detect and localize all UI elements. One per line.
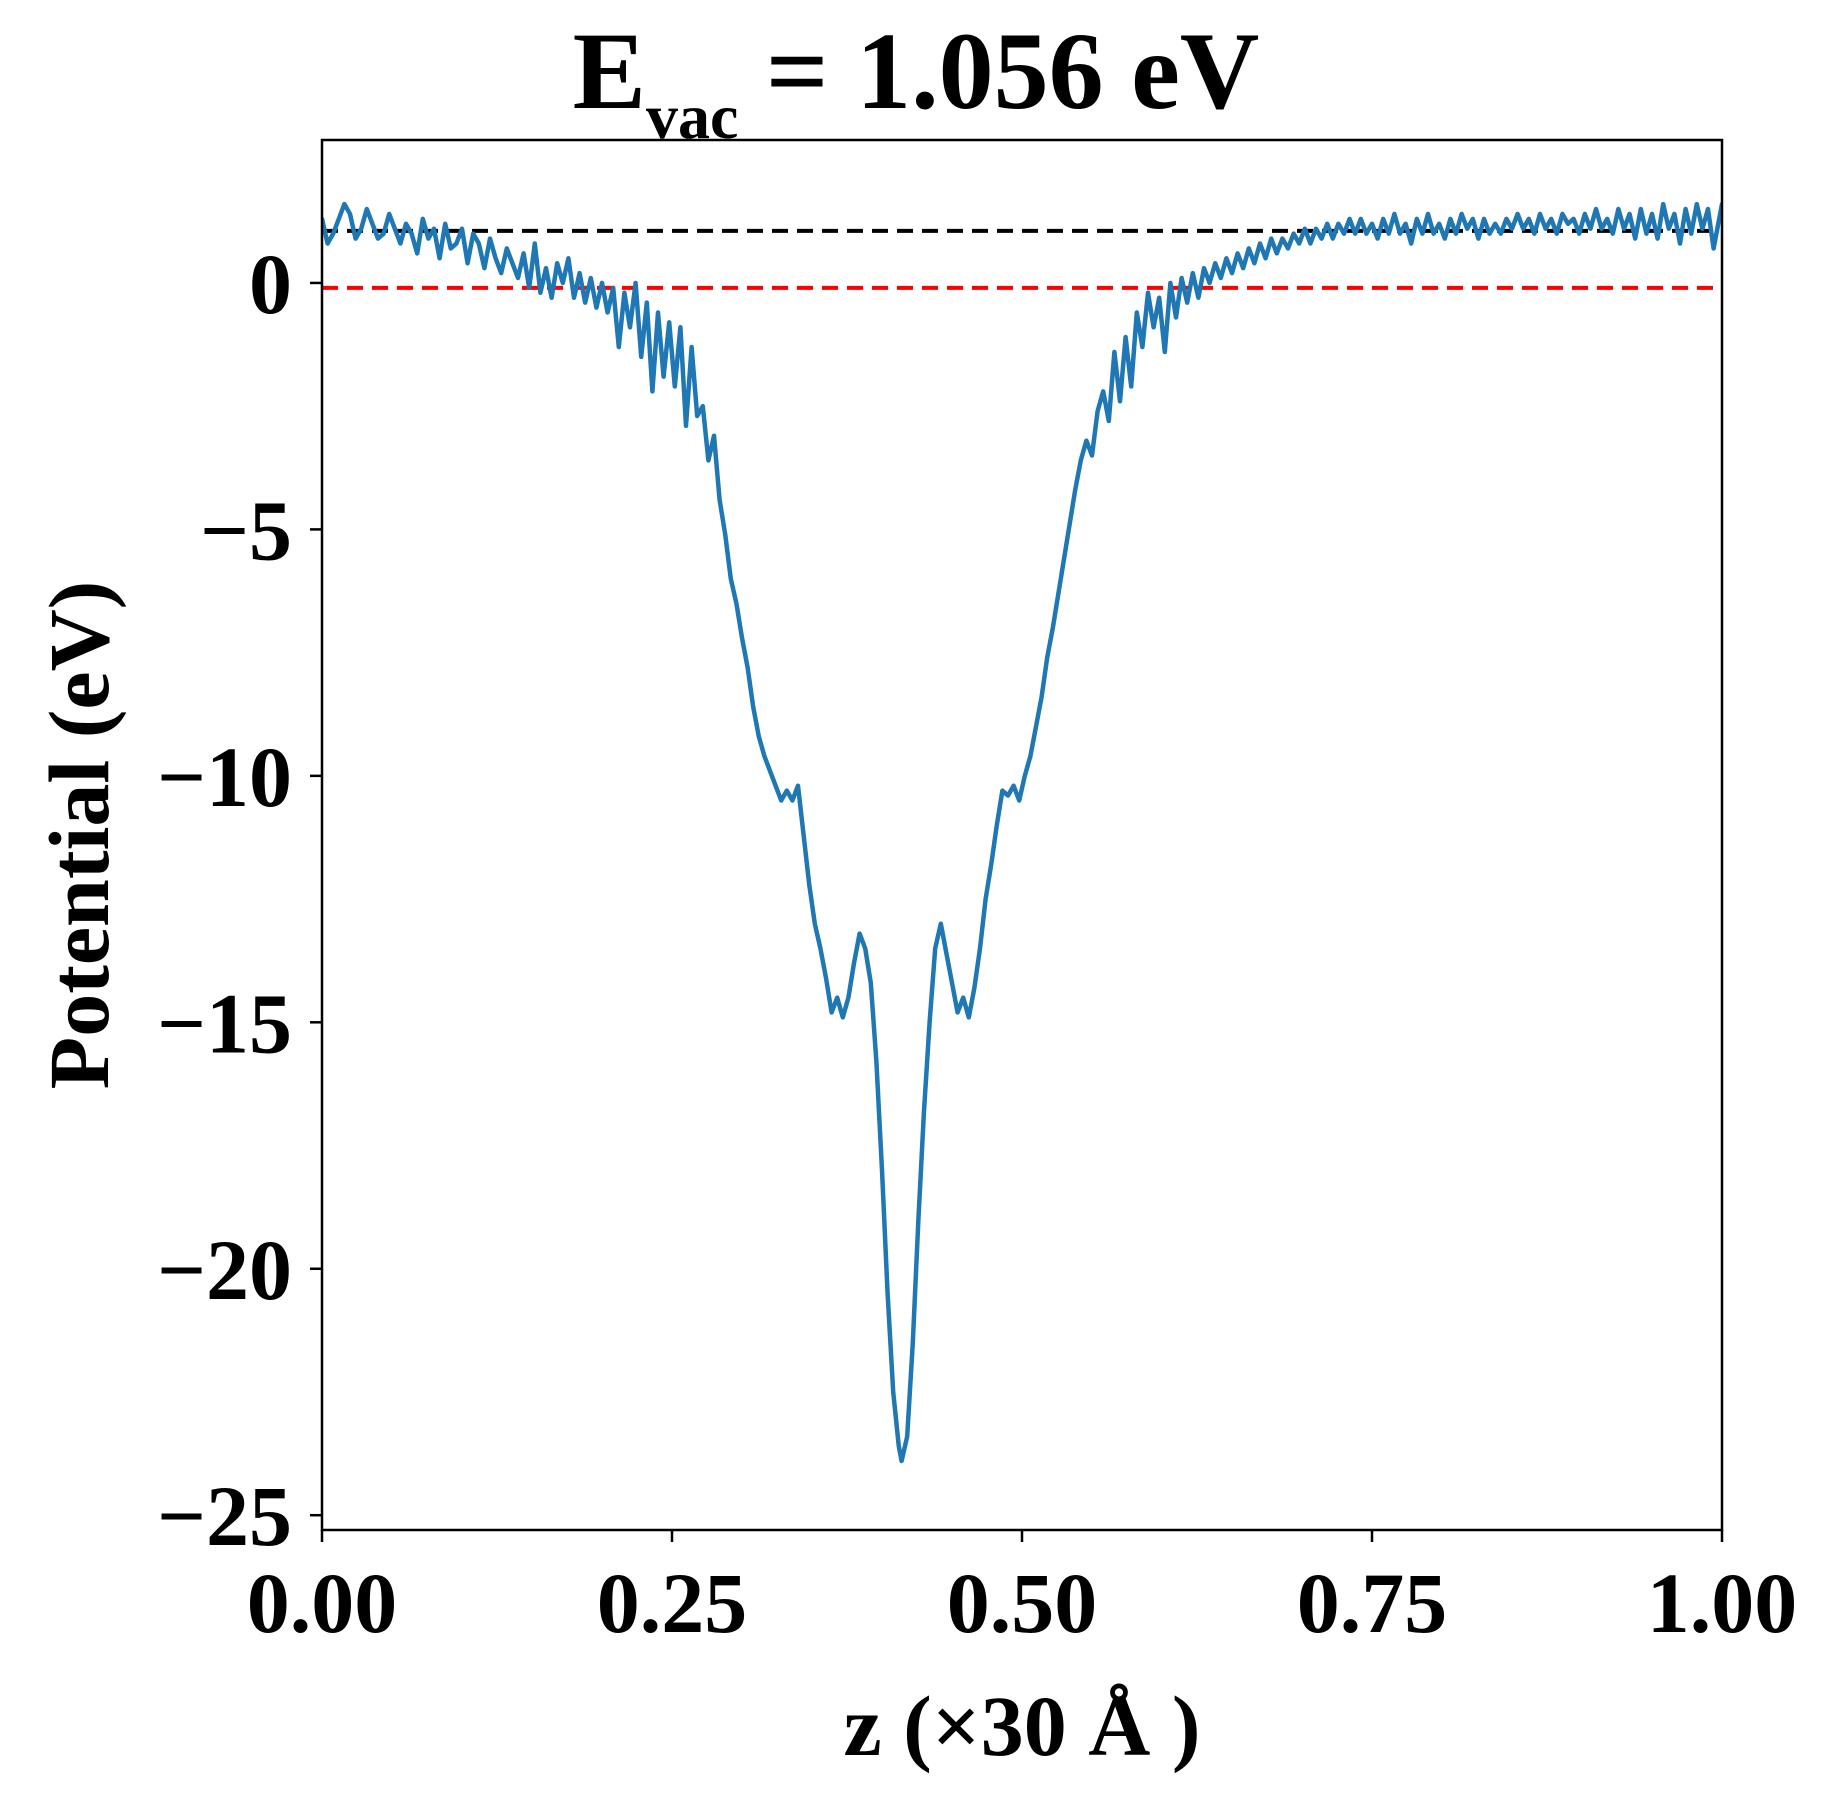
chart-title-rest: = 1.056 eV <box>738 10 1259 132</box>
series-layer <box>322 201 1722 1464</box>
y-tick-label: −20 <box>157 1222 292 1318</box>
chart-title: Evac = 1.056 eV <box>573 10 1260 152</box>
y-axis: 0 −5 −10 −15 −20 −25 <box>157 236 322 1564</box>
plot-frame <box>320 138 1724 1532</box>
chart-title-subscript: vac <box>646 81 738 152</box>
chart-title-main: E <box>573 10 646 132</box>
x-tick-label: 0.00 <box>247 1555 398 1651</box>
y-tick-label: −15 <box>157 975 292 1071</box>
y-tick-label: −5 <box>200 482 292 578</box>
x-tick-label: 0.25 <box>597 1555 748 1651</box>
x-axis-label: z (×30 Å ) <box>843 1678 1200 1774</box>
x-tick-label: 0.50 <box>947 1555 1098 1651</box>
x-tick-label: 0.75 <box>1297 1555 1448 1651</box>
x-axis: 0.00 0.25 0.50 0.75 1.00 <box>247 1530 1798 1651</box>
y-tick-label: −10 <box>157 729 292 825</box>
y-tick-label: −25 <box>157 1468 292 1564</box>
y-axis-label: Potential (eV) <box>31 581 127 1090</box>
y-tick-label: 0 <box>249 236 292 332</box>
series-line-1 <box>322 201 1722 1464</box>
x-tick-label: 1.00 <box>1647 1555 1798 1651</box>
